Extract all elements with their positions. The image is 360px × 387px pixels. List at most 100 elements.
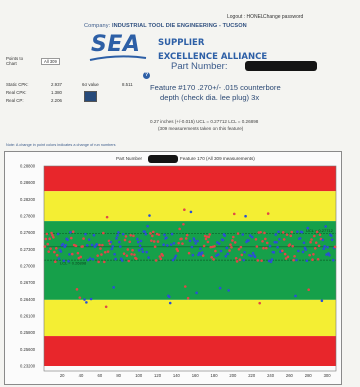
data-point: [81, 245, 84, 248]
x-tick-label: 180: [211, 373, 219, 378]
data-point: [240, 253, 244, 257]
data-point: [68, 253, 71, 256]
data-point: [101, 243, 104, 247]
data-point: [231, 239, 234, 242]
data-point: [270, 258, 274, 261]
data-point: [243, 250, 246, 254]
data-point: [173, 256, 177, 260]
data-point: [324, 225, 327, 228]
data-point: [297, 249, 300, 253]
help-icon[interactable]: ?: [143, 72, 150, 79]
data-point: [312, 252, 315, 256]
data-point: [183, 285, 187, 288]
data-point: [230, 246, 233, 249]
data-point: [284, 257, 288, 260]
data-point: [70, 252, 74, 256]
lcl-label: LCL = 0.26898: [60, 261, 87, 266]
data-point: [282, 238, 286, 241]
data-point: [269, 260, 273, 264]
y-tick-label: 0.26100: [20, 314, 36, 319]
data-point: [124, 235, 128, 238]
data-point: [314, 241, 318, 244]
points-label-line1: Points to: [6, 56, 24, 61]
data-point: [321, 238, 325, 242]
change-password-link[interactable]: Change password: [263, 14, 304, 20]
data-point: [192, 237, 196, 240]
data-point: [64, 244, 67, 247]
data-point: [162, 243, 165, 247]
logout-link[interactable]: Logout : HONEL: [227, 14, 264, 20]
data-point: [253, 255, 257, 259]
y-tick-label: 0.26400: [20, 297, 36, 302]
data-point: [195, 291, 198, 295]
data-point: [170, 232, 174, 236]
data-point: [100, 253, 103, 256]
chart-title-redacted: [148, 155, 178, 163]
y-tick-label: 0.28800: [20, 164, 36, 169]
band-red-0: [44, 166, 336, 192]
data-point: [84, 232, 87, 236]
data-point: [235, 260, 239, 263]
data-point: [237, 247, 241, 251]
data-point: [215, 254, 218, 257]
data-point: [258, 301, 262, 305]
data-point: [316, 257, 320, 261]
data-point: [208, 233, 212, 236]
data-point: [116, 234, 119, 237]
run-color-swatch[interactable]: [84, 91, 97, 102]
data-point: [318, 233, 322, 237]
data-point: [51, 233, 54, 237]
data-point: [61, 242, 65, 246]
data-point: [290, 230, 294, 234]
x-tick-label: 40: [79, 373, 84, 378]
data-point: [75, 288, 79, 291]
data-point: [325, 253, 328, 256]
data-point: [200, 251, 204, 254]
x-tick-label: 300: [324, 373, 332, 378]
y-tick-label: 0.25800: [20, 330, 36, 335]
company-line: Company: INDUSTRIAL TOOL DIE ENGINEERING…: [84, 23, 247, 29]
data-point: [249, 254, 253, 258]
x-tick-label: 200: [229, 373, 237, 378]
x-tick-label: 80: [116, 373, 121, 378]
logo-sea-text: SEA: [91, 32, 141, 57]
data-point: [293, 254, 296, 258]
data-point: [158, 255, 162, 258]
data-point: [238, 258, 242, 262]
tolerance-line: 0.27 inches (+/-0.015) UCL = 0.27712 LCL…: [150, 119, 259, 124]
data-point: [67, 259, 70, 263]
data-point: [99, 247, 102, 250]
data-point: [295, 258, 298, 262]
data-point: [117, 231, 120, 234]
ucl-label: UCL = 0.27712: [306, 228, 334, 233]
data-point: [131, 248, 134, 252]
feature-title-line1: Feature #170 .270+/- .015 counterbore: [150, 83, 281, 92]
data-point: [66, 238, 69, 242]
data-point: [151, 234, 154, 238]
data-point: [166, 244, 169, 247]
points-select[interactable]: All 309: [41, 58, 60, 65]
data-point: [69, 230, 72, 234]
data-point: [193, 239, 197, 242]
company-prefix: Company:: [84, 23, 111, 29]
data-point: [185, 233, 189, 237]
data-point: [242, 258, 245, 262]
data-point: [90, 243, 94, 247]
data-point: [161, 254, 164, 257]
data-point: [216, 241, 219, 244]
data-point: [140, 247, 144, 251]
data-point: [273, 240, 277, 244]
data-point: [56, 232, 60, 236]
data-point: [204, 237, 208, 241]
data-point: [125, 254, 129, 258]
data-point: [159, 257, 163, 261]
y-tick-label: 0.27800: [20, 214, 36, 219]
data-point: [277, 230, 280, 234]
data-point: [120, 259, 124, 262]
x-tick-label: 280: [305, 373, 313, 378]
data-point: [322, 247, 326, 250]
data-point: [264, 237, 267, 241]
data-point: [210, 255, 213, 259]
data-point: [118, 240, 121, 244]
data-point: [191, 253, 195, 257]
